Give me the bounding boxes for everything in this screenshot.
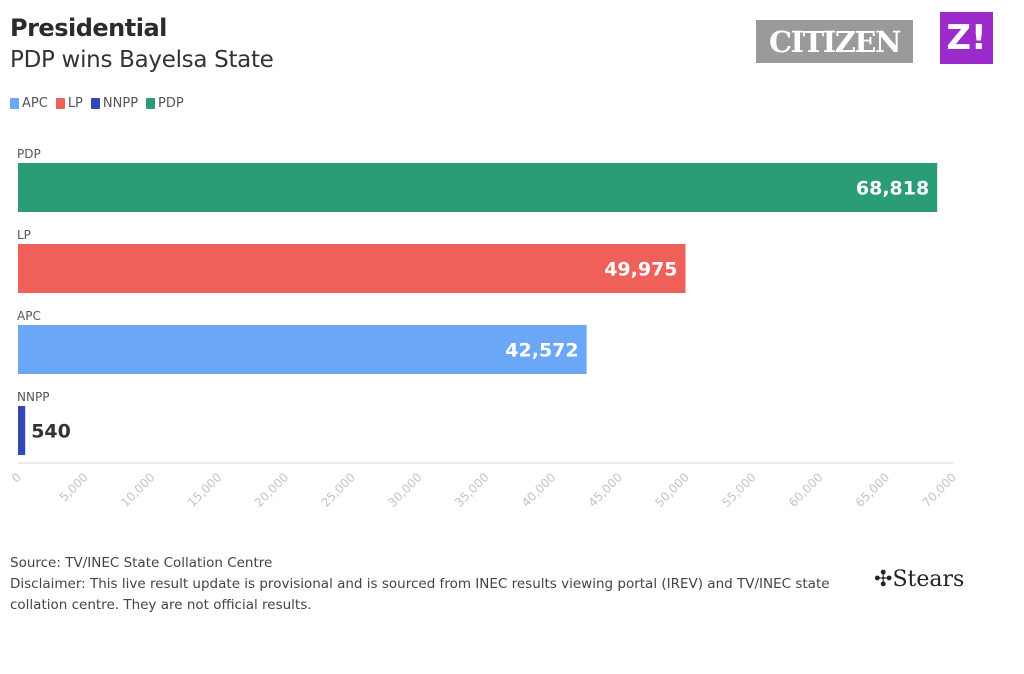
bar-category-label: PDP bbox=[17, 147, 41, 161]
footer-notes: Source: TV/INEC State Collation Centre D… bbox=[10, 553, 860, 616]
citizen-logo: CITIZEN bbox=[756, 20, 913, 63]
legend-item-apc: APC bbox=[10, 96, 48, 111]
x-tick-label: 0 bbox=[9, 470, 24, 485]
x-tick-label: 25,000 bbox=[318, 470, 358, 510]
stears-logo-text: Stears bbox=[892, 567, 965, 592]
bar-apc bbox=[18, 325, 587, 374]
legend-label: LP bbox=[67, 96, 83, 111]
bar-value-label: 540 bbox=[31, 421, 71, 443]
chart-title: Presidential bbox=[10, 14, 167, 42]
bar-nnpp bbox=[18, 406, 26, 455]
x-tick-label: 20,000 bbox=[252, 470, 292, 510]
bar-lp bbox=[18, 244, 686, 293]
legend-label: NNPP bbox=[102, 96, 139, 111]
bar-value-label: 49,975 bbox=[604, 259, 677, 281]
bar-category-label: LP bbox=[17, 228, 31, 242]
legend-label: PDP bbox=[158, 96, 184, 111]
stears-logo: ✣Stears bbox=[874, 567, 965, 592]
legend-swatch bbox=[10, 98, 19, 109]
x-tick-label: 40,000 bbox=[519, 470, 559, 510]
x-tick-label: 50,000 bbox=[652, 470, 692, 510]
bar-pdp bbox=[18, 163, 938, 212]
legend-item-pdp: PDP bbox=[146, 96, 184, 111]
x-tick-label: 60,000 bbox=[786, 470, 826, 510]
chart-subtitle: PDP wins Bayelsa State bbox=[10, 47, 274, 73]
x-tick-label: 15,000 bbox=[185, 470, 225, 510]
x-tick-label: 35,000 bbox=[452, 470, 492, 510]
legend-item-nnpp: NNPP bbox=[90, 96, 139, 111]
legend-item-lp: LP bbox=[55, 96, 83, 111]
x-tick-label: 30,000 bbox=[385, 470, 425, 510]
legend-swatch bbox=[90, 98, 100, 109]
source-text: Source: TV/INEC State Collation Centre bbox=[10, 555, 273, 571]
legend-label: APC bbox=[22, 96, 48, 111]
bar-category-label: APC bbox=[17, 309, 41, 323]
x-tick-label: 5,000 bbox=[57, 470, 91, 504]
bar-value-label: 42,572 bbox=[505, 340, 578, 362]
bar-category-label: NNPP bbox=[17, 390, 49, 404]
disclaimer-text: Disclaimer: This live result update is p… bbox=[10, 576, 830, 613]
legend-swatch bbox=[146, 98, 156, 109]
x-tick-label: 65,000 bbox=[853, 470, 893, 510]
x-tick-label: 10,000 bbox=[118, 470, 158, 510]
x-tick-label: 45,000 bbox=[586, 470, 626, 510]
x-tick-label: 70,000 bbox=[920, 470, 960, 510]
z-logo: Z! bbox=[940, 12, 993, 64]
legend-swatch bbox=[55, 98, 65, 109]
legend: APC LP NNPP PDP bbox=[10, 96, 184, 111]
x-tick-label: 55,000 bbox=[719, 470, 759, 510]
bar-value-label: 68,818 bbox=[856, 178, 929, 200]
